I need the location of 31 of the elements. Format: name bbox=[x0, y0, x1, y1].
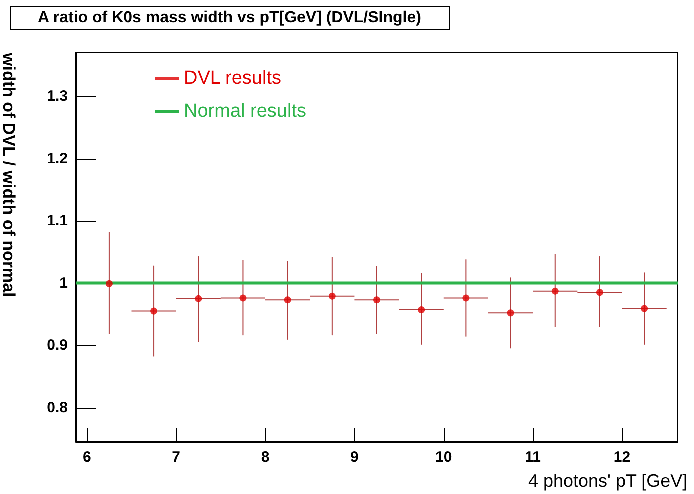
y-tick-label: 1.2 bbox=[47, 150, 68, 168]
y-tick-label: 1.1 bbox=[47, 212, 68, 230]
x-tick-label: 10 bbox=[436, 449, 452, 466]
point bbox=[418, 306, 426, 314]
legend-label: DVL results bbox=[184, 68, 282, 89]
point bbox=[106, 280, 113, 288]
point bbox=[596, 289, 604, 296]
x-tick-label: 6 bbox=[82, 449, 92, 466]
y-tick-label: 1.3 bbox=[47, 88, 68, 106]
point bbox=[462, 294, 470, 302]
x-axis-title: 4 photons' pT [GeV] bbox=[528, 471, 688, 491]
y-tick-label: 0.8 bbox=[47, 399, 68, 416]
point bbox=[284, 296, 292, 304]
point bbox=[150, 308, 158, 315]
point bbox=[552, 288, 559, 295]
x-tick-label: 12 bbox=[614, 449, 631, 466]
point bbox=[641, 305, 648, 312]
y-axis-title: width of DVL / width of normal bbox=[0, 52, 18, 298]
y-tick-label: 0.9 bbox=[47, 337, 68, 354]
point bbox=[195, 295, 202, 302]
point bbox=[374, 296, 380, 304]
x-tick-label: 7 bbox=[172, 449, 181, 466]
chart-title: A ratio of K0s mass width vs pT[GeV] (DVL/SIngle) bbox=[38, 10, 422, 26]
point bbox=[240, 294, 247, 302]
point bbox=[507, 310, 514, 317]
point bbox=[328, 292, 336, 300]
y-tick-label: 1 bbox=[60, 274, 68, 292]
legend-label: Normal results bbox=[184, 101, 306, 122]
x-tick-label: 11 bbox=[525, 449, 542, 466]
x-tick-label: 8 bbox=[261, 449, 270, 466]
x-tick-label: 9 bbox=[350, 449, 359, 466]
